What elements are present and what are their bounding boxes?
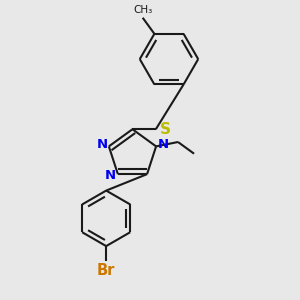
Text: N: N [158,138,169,152]
Text: N: N [105,169,116,182]
Text: S: S [160,122,171,137]
Text: Br: Br [97,263,116,278]
Text: CH₃: CH₃ [133,5,152,15]
Text: N: N [97,138,108,151]
